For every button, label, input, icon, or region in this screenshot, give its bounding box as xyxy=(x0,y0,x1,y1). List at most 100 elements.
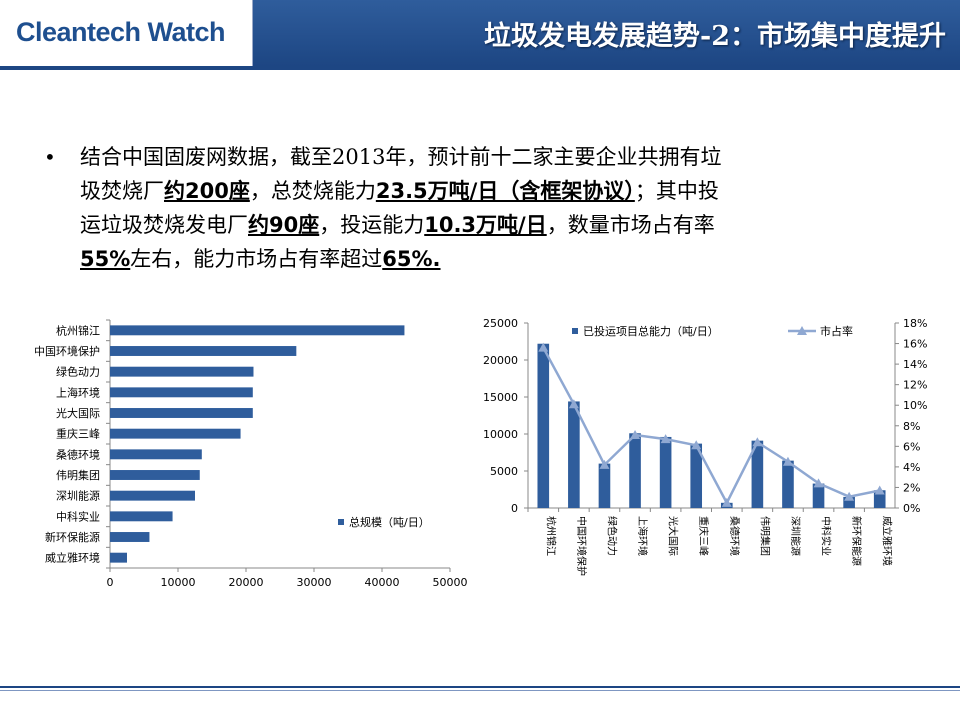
category-label: 深圳能源 xyxy=(789,516,802,556)
bar xyxy=(110,552,127,563)
right-tick-label: 4% xyxy=(903,461,920,474)
text-segment: 结合中国固废网数据，截至2013年，预计前十二家主要企业共拥有垃 xyxy=(80,145,722,169)
bar xyxy=(751,440,764,508)
share-point xyxy=(691,440,702,450)
bar xyxy=(110,325,405,336)
bar xyxy=(843,496,855,508)
left-tick-label: 10000 xyxy=(483,428,518,441)
x-tick-label: 10000 xyxy=(161,576,196,589)
x-tick-label: 50000 xyxy=(433,576,468,589)
share-point xyxy=(782,456,793,466)
title-bar: 垃圾发电发展趋势-2：市场集中度提升 xyxy=(253,0,960,66)
bar xyxy=(110,366,254,377)
share-point xyxy=(813,478,824,488)
bar xyxy=(110,470,200,480)
right-tick-label: 10% xyxy=(903,399,927,412)
legend-swatch xyxy=(338,519,344,525)
footer-divider-thin xyxy=(0,690,960,691)
highlight-figure: 约200座 xyxy=(164,179,250,203)
bullet-line: 圾焚烧厂约200座，总焚烧能力23.5万吨/日（含框架协议）；其中投 xyxy=(80,174,900,208)
share-point xyxy=(660,434,671,444)
category-label: 桑德环境 xyxy=(728,516,741,556)
logo: Cleantech Watch xyxy=(16,17,226,47)
bar xyxy=(598,463,611,508)
right-tick-label: 0% xyxy=(903,502,920,515)
bar xyxy=(568,401,580,508)
text-segment: ；其中投 xyxy=(634,179,719,203)
category-label: 新环保能源 xyxy=(850,516,863,566)
bar xyxy=(812,483,825,508)
share-point xyxy=(568,399,579,409)
category-label: 杭州锦江 xyxy=(56,323,100,337)
category-label: 伟明集团 xyxy=(758,516,771,556)
category-label: 深圳能源 xyxy=(56,489,100,503)
left-tick-label: 5000 xyxy=(490,465,518,478)
bar xyxy=(782,460,794,508)
text-segment: ，数量市场占有率 xyxy=(546,213,715,237)
right-tick-label: 12% xyxy=(903,379,927,392)
legend-swatch-bar xyxy=(572,328,578,334)
category-label: 中国环境保护 xyxy=(34,344,100,358)
bar xyxy=(110,387,253,398)
highlight-figure: 55% xyxy=(80,247,131,271)
bar xyxy=(690,443,703,508)
x-tick-label: 30000 xyxy=(297,576,332,589)
text-segment: ，投运能力 xyxy=(319,213,425,237)
bar xyxy=(110,449,202,460)
bar xyxy=(110,490,195,501)
right-tick-label: 6% xyxy=(903,440,920,453)
right-tick-label: 2% xyxy=(903,481,920,494)
share-line xyxy=(542,347,880,506)
category-label: 新环保能源 xyxy=(45,530,100,544)
bar xyxy=(110,408,253,418)
logo-box: Cleantech Watch xyxy=(0,0,253,66)
left-tick-label: 25000 xyxy=(483,317,518,330)
right-tick-label: 14% xyxy=(903,358,927,371)
share-point xyxy=(538,342,549,352)
category-label: 光大国际 xyxy=(667,516,680,556)
category-label: 中科实业 xyxy=(56,509,100,523)
category-label: 中科实业 xyxy=(820,516,833,556)
highlight-figure: 约90座 xyxy=(248,213,320,237)
bar xyxy=(110,346,297,356)
left-tick-label: 0 xyxy=(511,502,518,515)
text-segment: 圾焚烧厂 xyxy=(80,179,164,203)
highlight-figure: 65%. xyxy=(382,247,441,271)
slide-title: 垃圾发电发展趋势-2：市场集中度提升 xyxy=(484,21,946,52)
category-label: 上海环境 xyxy=(56,385,100,399)
bar xyxy=(659,436,672,508)
legend-label-bar: 已投运项目总能力（吨/日） xyxy=(583,324,719,338)
legend-label: 总规模（吨/日） xyxy=(349,515,430,529)
category-label: 桑德环境 xyxy=(56,447,100,461)
capacity-bar-chart: 0 10000 20000 30000 40000 50000 杭州锦江中国环境保护绿色动力… xyxy=(34,319,468,589)
share-point xyxy=(599,459,610,469)
highlight-figure: 23.5万吨/日（含框架协议） xyxy=(375,179,635,203)
bar xyxy=(537,343,550,508)
bar xyxy=(110,511,173,522)
category-label: 绿色动力 xyxy=(56,365,100,379)
right-tick-label: 8% xyxy=(903,420,920,433)
bullet-line: 55%左右，能力市场占有率超过65%. xyxy=(80,242,900,276)
text-segment: ，总焚烧能力 xyxy=(249,179,376,203)
bar xyxy=(629,433,641,508)
x-tick-label: 40000 xyxy=(365,576,400,589)
bullet-line: 运垃圾焚烧发电厂约90座，投运能力10.3万吨/日，数量市场占有率 xyxy=(80,208,900,242)
share-point xyxy=(630,430,641,440)
bullet-line: 结合中国固废网数据，截至2013年，预计前十二家主要企业共拥有垃 xyxy=(80,140,900,174)
text-segment: 左右，能力市场占有率超过 xyxy=(130,247,383,271)
category-label: 重庆三峰 xyxy=(56,427,100,441)
category-label: 上海环境 xyxy=(636,516,649,556)
text-segment: 运垃圾焚烧发电厂 xyxy=(80,213,248,237)
operating-capacity-combo-chart: 0 5000 10000 15000 20000 25000 0% 2% 4% 6% 8% 10% 12… xyxy=(483,317,927,576)
right-tick-label: 18% xyxy=(903,317,927,330)
category-label: 威立雅环境 xyxy=(881,516,894,566)
x-tick-label: 0 xyxy=(107,576,114,589)
category-label: 杭州锦江 xyxy=(544,516,557,556)
category-label: 重庆三峰 xyxy=(697,516,710,556)
legend-marker xyxy=(797,326,807,335)
bullet-text: 结合中国固废网数据，截至2013年，预计前十二家主要企业共拥有垃 圾焚烧厂约200… xyxy=(80,140,900,276)
header-divider xyxy=(0,66,960,70)
bullet-dot: • xyxy=(44,145,56,169)
x-tick-label: 20000 xyxy=(229,576,264,589)
share-point xyxy=(844,491,855,501)
